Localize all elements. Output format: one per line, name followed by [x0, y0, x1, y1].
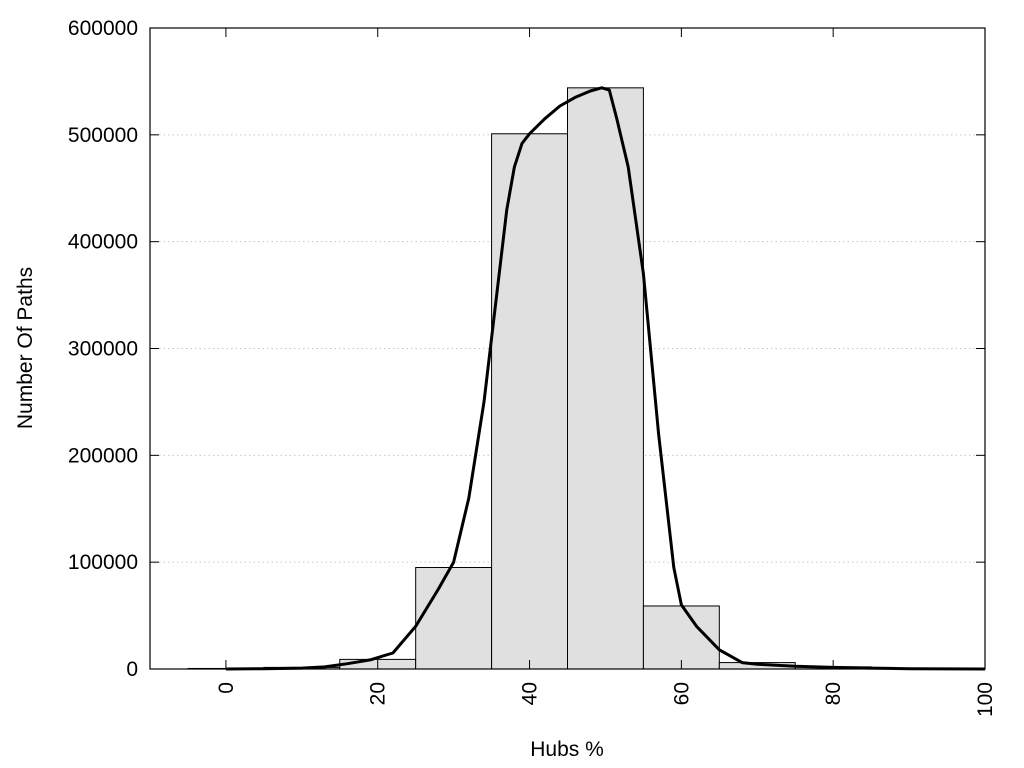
- y-axis-title: Number Of Paths: [14, 267, 37, 429]
- density-curve: [225, 86, 986, 671]
- y-tick-label-6: 600000: [68, 17, 138, 40]
- x-tick-label-0: 0: [215, 682, 238, 694]
- x-tick-label-3: 60: [670, 682, 693, 705]
- histogram-bar-3: [415, 567, 493, 670]
- histogram-bar-4: [491, 133, 568, 670]
- x-axis-title: Hubs %: [530, 738, 604, 761]
- x-tick-label-1: 20: [367, 682, 390, 705]
- y-tick-label-5: 500000: [68, 124, 138, 147]
- y-axis-ticks: 0 100000 200000 300000 400000 500000 600000: [68, 17, 985, 681]
- y-tick-label-4: 400000: [68, 231, 138, 254]
- x-axis-ticks: 0 20 40 60 80 100: [215, 28, 997, 717]
- histogram-bar-5: [567, 87, 644, 670]
- x-tick-label-2: 40: [519, 682, 542, 705]
- y-tick-label-1: 100000: [68, 551, 138, 574]
- y-tick-label-2: 200000: [68, 444, 138, 467]
- x-tick-label-5: 100: [974, 682, 997, 717]
- y-tick-label-0: 0: [126, 658, 138, 681]
- y-tick-label-3: 300000: [68, 338, 138, 361]
- x-tick-label-4: 80: [822, 682, 845, 705]
